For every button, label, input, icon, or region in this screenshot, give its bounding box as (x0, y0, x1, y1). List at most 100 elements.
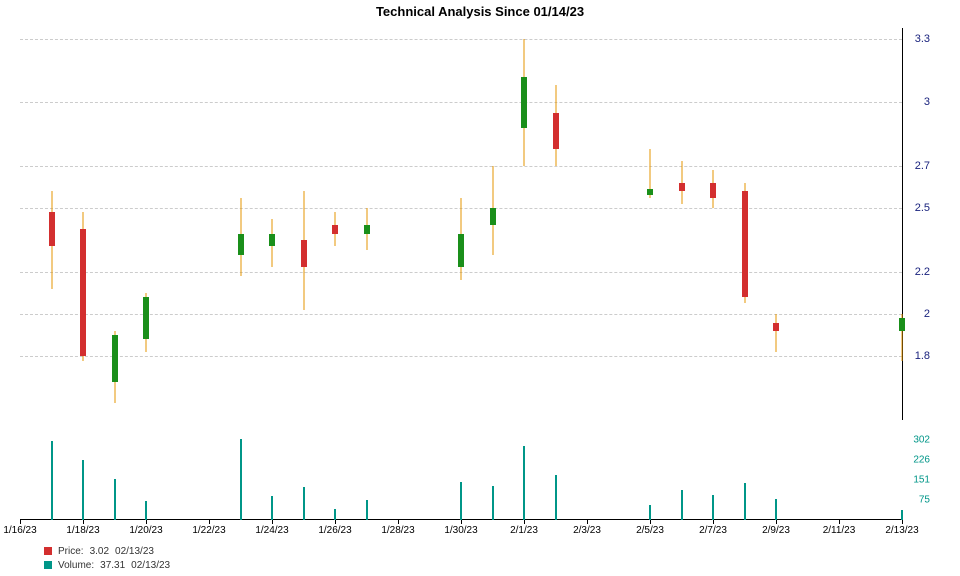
volume-bar (460, 482, 462, 520)
legend-price: Price: 3.02 02/13/23 (44, 544, 170, 558)
volume-bar (271, 496, 273, 520)
legend-price-label: Price: (58, 546, 84, 557)
x-tick-mark (650, 520, 651, 524)
candle-body (269, 234, 275, 247)
x-tick-mark (20, 520, 21, 524)
price-tick-label: 2.5 (915, 202, 930, 214)
candle-body (49, 212, 55, 246)
grid-line (20, 314, 902, 315)
x-tick-label: 1/16/23 (3, 525, 36, 536)
x-tick-label: 1/24/23 (255, 525, 288, 536)
candle-body (710, 183, 716, 198)
x-tick-mark (839, 520, 840, 524)
x-tick-mark (902, 520, 903, 524)
x-tick-label: 1/18/23 (66, 525, 99, 536)
candle-body (80, 229, 86, 356)
legend-price-date: 02/13/23 (115, 546, 154, 557)
candle-body (364, 225, 370, 233)
candle-body (647, 189, 653, 195)
legend: Price: 3.02 02/13/23 Volume: 37.31 02/13… (44, 544, 170, 572)
x-tick-label: 1/22/23 (192, 525, 225, 536)
legend-volume-value: 37.31 (100, 560, 125, 571)
volume-tick-label: 75 (919, 495, 930, 506)
volume-tick-label: 302 (913, 435, 930, 446)
price-swatch (44, 547, 52, 555)
volume-bar (114, 479, 116, 520)
plot-area: 1.822.22.52.733.3751512263021/16/231/18/… (20, 28, 930, 520)
x-tick-mark (209, 520, 210, 524)
candle-body (553, 113, 559, 149)
x-tick-label: 2/9/23 (762, 525, 790, 536)
legend-volume-date: 02/13/23 (131, 560, 170, 571)
volume-bar (775, 499, 777, 520)
volume-bar (145, 501, 147, 520)
candle-body (899, 318, 905, 331)
candle-body (679, 183, 685, 191)
candle-body (521, 77, 527, 128)
volume-bar (303, 487, 305, 520)
x-tick-mark (272, 520, 273, 524)
volume-bar (240, 439, 242, 520)
x-tick-mark (83, 520, 84, 524)
legend-price-value: 3.02 (90, 546, 109, 557)
x-tick-mark (713, 520, 714, 524)
volume-bar (334, 509, 336, 520)
x-tick-mark (146, 520, 147, 524)
x-tick-mark (587, 520, 588, 524)
price-tick-label: 3 (924, 96, 930, 108)
volume-bar (366, 500, 368, 520)
x-tick-label: 2/5/23 (636, 525, 664, 536)
grid-line (20, 39, 902, 40)
x-tick-label: 1/26/23 (318, 525, 351, 536)
x-tick-label: 1/30/23 (444, 525, 477, 536)
price-axis-line (902, 28, 903, 420)
x-tick-label: 2/3/23 (573, 525, 601, 536)
x-tick-label: 2/1/23 (510, 525, 538, 536)
price-tick-label: 2.2 (915, 266, 930, 278)
candle-body (301, 240, 307, 268)
volume-bar (555, 475, 557, 520)
x-tick-label: 1/20/23 (129, 525, 162, 536)
candle-body (742, 191, 748, 297)
x-tick-mark (461, 520, 462, 524)
x-tick-mark (335, 520, 336, 524)
x-tick-label: 1/28/23 (381, 525, 414, 536)
volume-swatch (44, 561, 52, 569)
volume-bar (681, 490, 683, 520)
volume-bar (492, 486, 494, 520)
volume-bar (82, 460, 84, 520)
price-tick-label: 1.8 (915, 350, 930, 362)
chart-container: Technical Analysis Since 01/14/23 1.8 2 2.… (0, 0, 960, 576)
candle-body (458, 234, 464, 268)
volume-bar (712, 495, 714, 520)
x-tick-label: 2/7/23 (699, 525, 727, 536)
volume-tick-label: 226 (913, 455, 930, 466)
x-tick-label: 2/11/23 (823, 525, 856, 536)
volume-bar (51, 441, 53, 520)
candle-body (143, 297, 149, 339)
volume-bar (901, 510, 903, 520)
price-tick-label: 2.7 (915, 160, 930, 172)
volume-bar (744, 483, 746, 520)
volume-bar (649, 505, 651, 520)
candle-body (490, 208, 496, 225)
grid-line (20, 102, 902, 103)
candle-wick (776, 314, 777, 352)
grid-line (20, 356, 902, 357)
volume-tick-label: 151 (913, 475, 930, 486)
candle-body (773, 323, 779, 331)
chart-title: Technical Analysis Since 01/14/23 (0, 4, 960, 19)
grid-line (20, 166, 902, 167)
candle-body (112, 335, 118, 382)
legend-volume: Volume: 37.31 02/13/23 (44, 558, 170, 572)
candle-body (332, 225, 338, 233)
legend-volume-label: Volume: (58, 560, 94, 571)
x-tick-mark (398, 520, 399, 524)
x-tick-label: 2/13/23 (885, 525, 918, 536)
price-tick-label: 3.3 (915, 33, 930, 45)
price-tick-label: 2 (924, 308, 930, 320)
x-tick-mark (776, 520, 777, 524)
volume-bar (523, 446, 525, 520)
x-tick-mark (524, 520, 525, 524)
candle-body (238, 234, 244, 255)
